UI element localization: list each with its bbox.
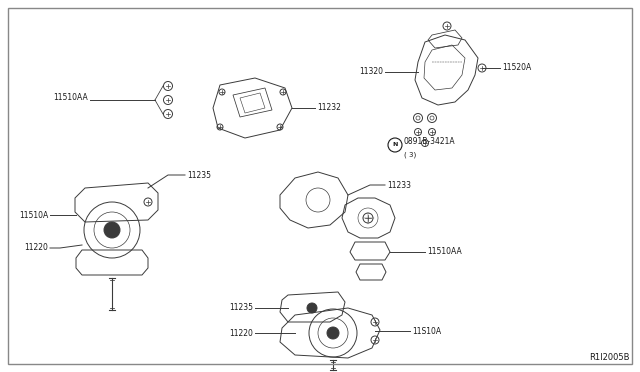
Text: 11510A: 11510A <box>19 211 48 219</box>
Circle shape <box>307 303 317 313</box>
Text: 11520A: 11520A <box>502 64 531 73</box>
Text: R1I2005B: R1I2005B <box>589 353 630 362</box>
Text: N: N <box>392 142 397 148</box>
Text: 11510AA: 11510AA <box>53 93 88 102</box>
Text: 11232: 11232 <box>317 103 341 112</box>
Text: 11320: 11320 <box>359 67 383 77</box>
Text: ( 3): ( 3) <box>404 152 416 158</box>
Text: 11235: 11235 <box>229 304 253 312</box>
Circle shape <box>327 327 339 339</box>
Circle shape <box>104 222 120 238</box>
Text: 11233: 11233 <box>387 180 411 189</box>
Text: 11510AA: 11510AA <box>427 247 461 257</box>
Text: 11220: 11220 <box>229 328 253 337</box>
Text: 11235: 11235 <box>187 170 211 180</box>
Text: 0891B-3421A: 0891B-3421A <box>404 138 456 147</box>
Text: 11S10A: 11S10A <box>412 327 441 336</box>
Text: 11220: 11220 <box>24 244 48 253</box>
